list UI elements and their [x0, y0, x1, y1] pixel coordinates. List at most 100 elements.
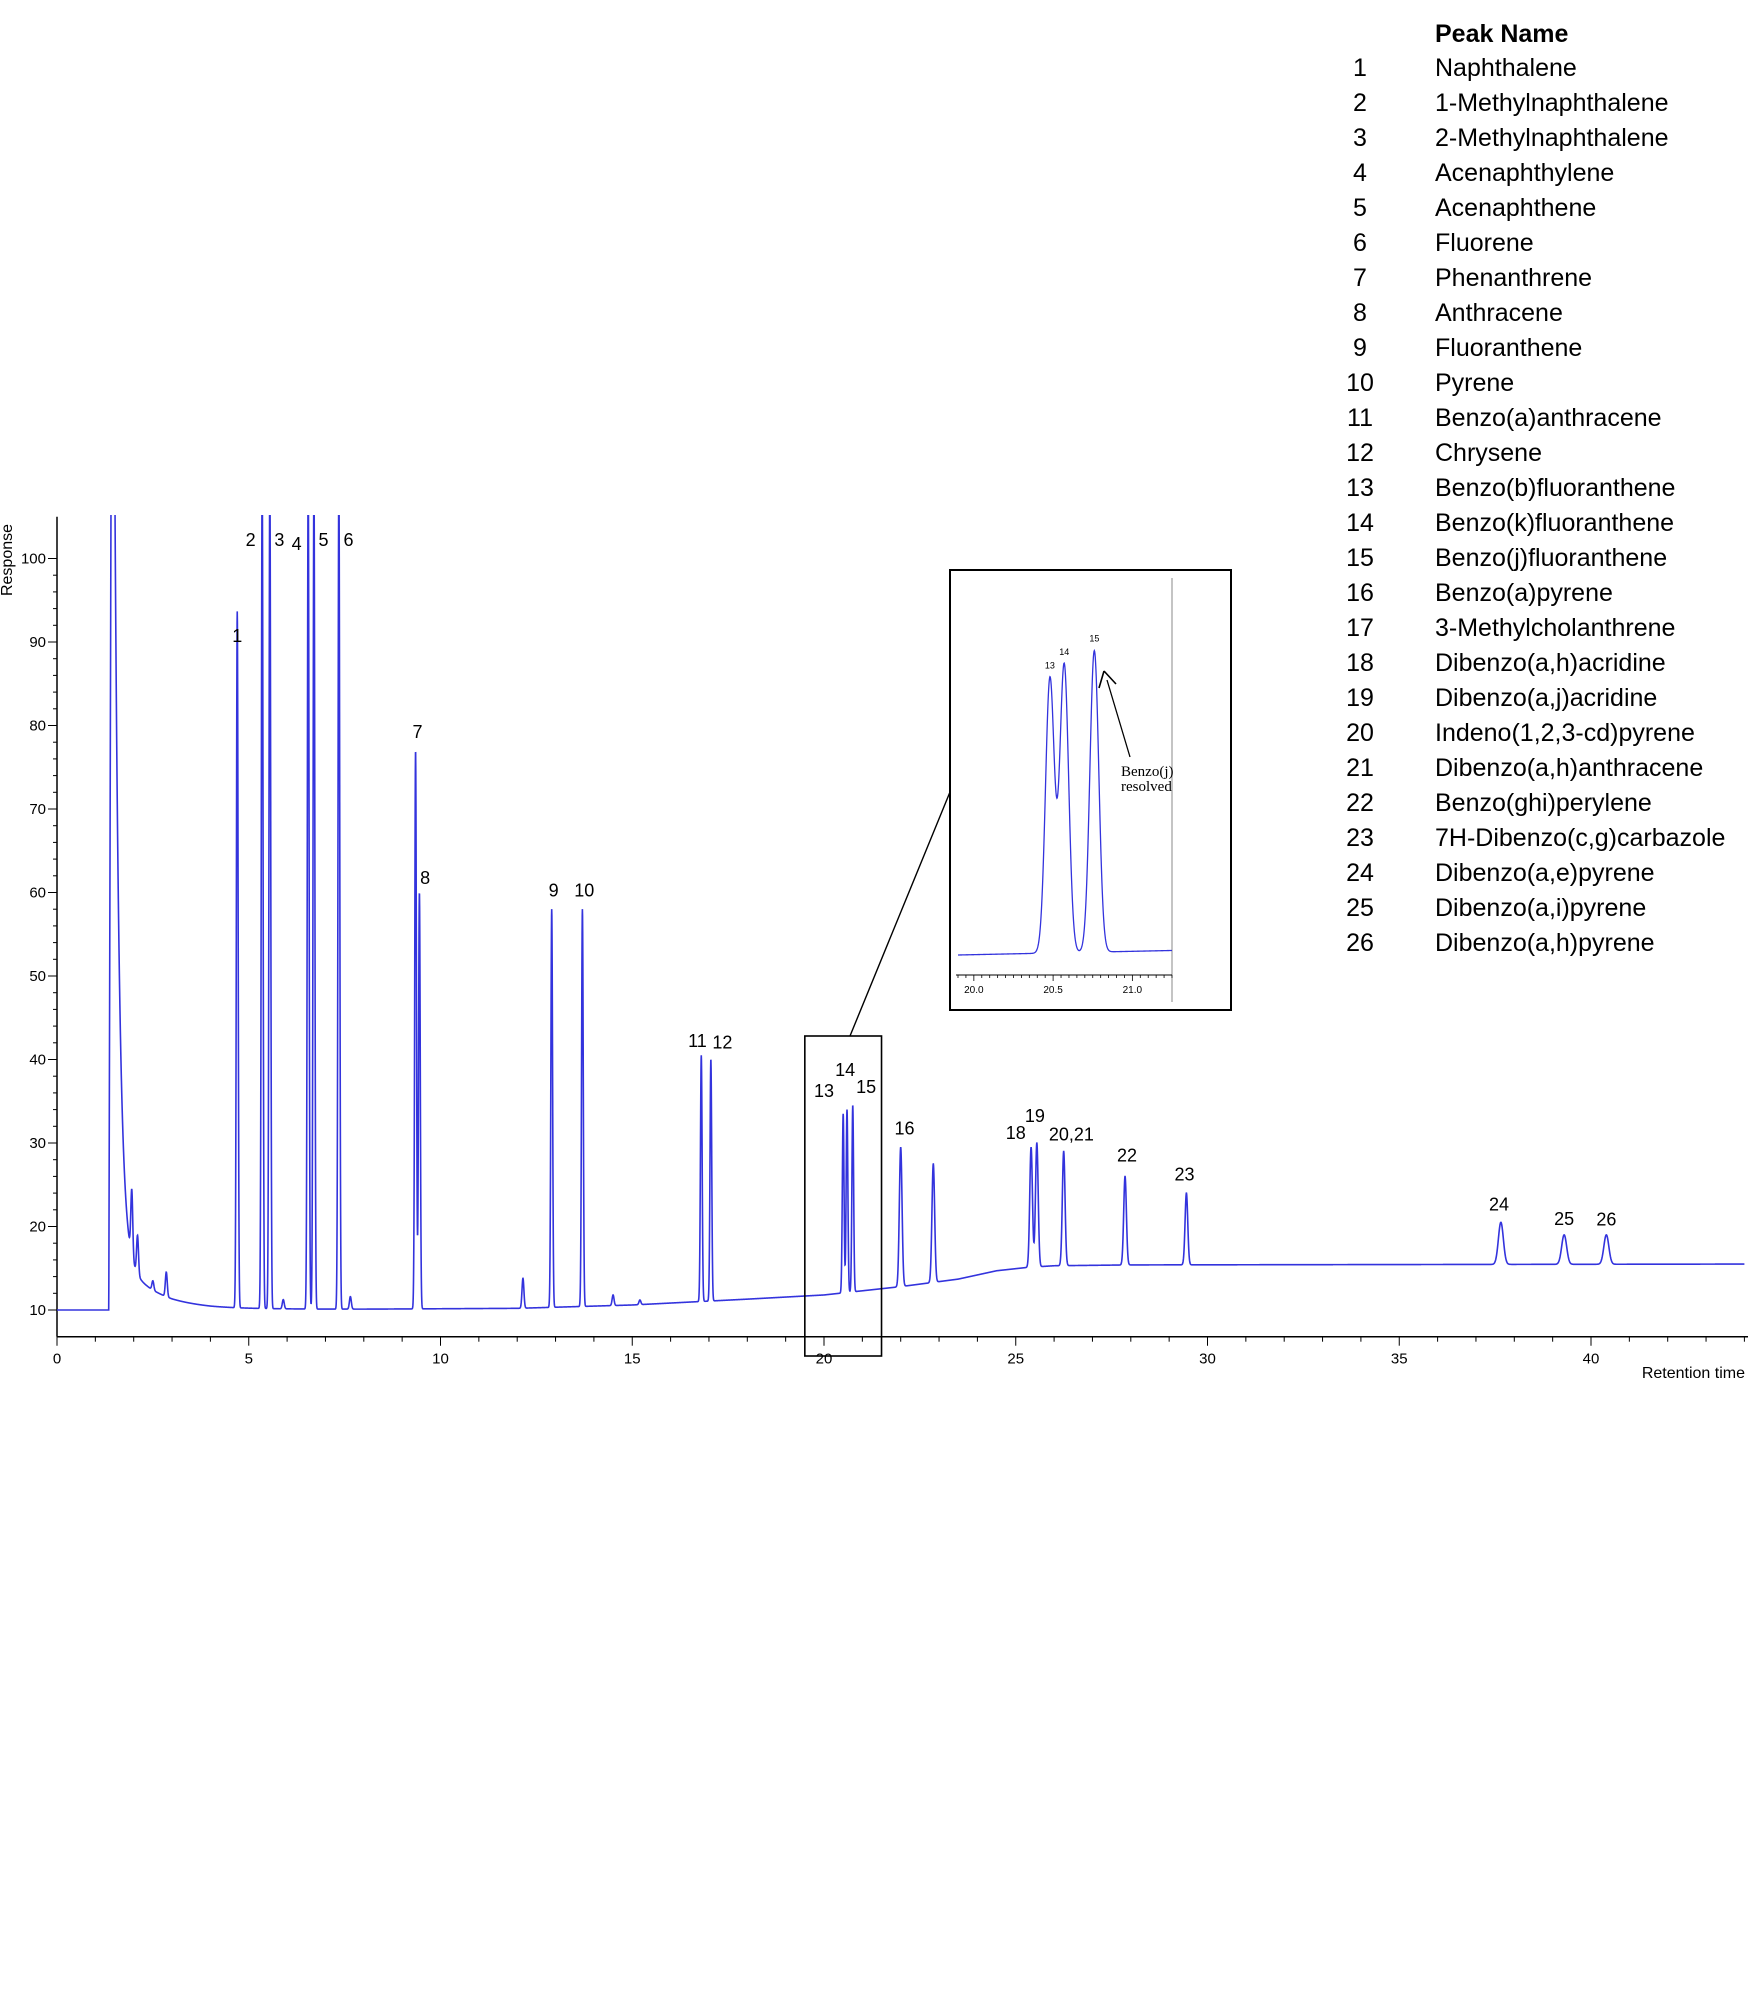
legend-row: 10 Pyrene: [1340, 369, 1740, 404]
legend-peak-name: Dibenzo(a,h)pyrene: [1435, 929, 1655, 957]
legend-row: 9 Fluoranthene: [1340, 334, 1740, 369]
peak-label-5: 5: [319, 530, 329, 550]
x-tick-label: 30: [1199, 1351, 1216, 1368]
legend-peak-number: 6: [1353, 229, 1367, 257]
y-tick-label: 40: [29, 1052, 46, 1069]
legend-peak-name: Benzo(j)fluoranthene: [1435, 544, 1668, 572]
legend-peak-number: 17: [1346, 614, 1374, 642]
legend-row: 21 Dibenzo(a,h)anthracene: [1340, 754, 1740, 789]
legend-row: 20 Indeno(1,2,3-cd)pyrene: [1340, 719, 1740, 754]
legend-row: 15 Benzo(j)fluoranthene: [1340, 544, 1740, 579]
peak-label-22: 22: [1117, 1145, 1137, 1165]
legend-peak-number: 1: [1353, 54, 1367, 82]
legend-peak-number: 9: [1353, 334, 1367, 362]
peak-label-24: 24: [1489, 1195, 1509, 1215]
legend-peak-number: 2: [1353, 89, 1367, 117]
legend-peak-number: 7: [1353, 264, 1367, 292]
y-tick-label: 60: [29, 885, 46, 902]
inset-tick-label: 20.0: [964, 985, 984, 996]
zoom-box: [804, 791, 951, 1357]
annotation-arrow-shaft: [1106, 679, 1131, 758]
legend-peak-number: 15: [1346, 544, 1374, 572]
inset-peak-label-14: 14: [1059, 647, 1069, 657]
legend-peak-number: 12: [1346, 439, 1374, 467]
legend-peak-name: Anthracene: [1435, 299, 1563, 327]
x-tick-label: 5: [245, 1351, 253, 1368]
legend-peak-name: Pyrene: [1435, 369, 1515, 397]
legend-peak-name: Indeno(1,2,3-cd)pyrene: [1435, 719, 1695, 747]
legend-peak-number: 23: [1346, 824, 1374, 852]
peak-label-19: 19: [1025, 1106, 1045, 1126]
annotation-text-line: Benzo(j): [1121, 764, 1173, 780]
y-tick-label: 80: [29, 718, 46, 735]
x-tick-label: 40: [1583, 1351, 1600, 1368]
legend-row: 18 Dibenzo(a,h)acridine: [1340, 649, 1740, 684]
legend-peak-name: 2-Methylnaphthalene: [1435, 124, 1669, 152]
peak-label-8: 8: [420, 868, 430, 888]
peak-label-18: 18: [1006, 1123, 1026, 1143]
legend-peak-name: Benzo(b)fluoranthene: [1435, 474, 1676, 502]
legend-header: Peak Name: [1435, 20, 1569, 48]
peak-label-6: 6: [343, 530, 353, 550]
y-tick-label: 20: [29, 1219, 46, 1236]
legend-row: 7 Phenanthrene: [1340, 264, 1740, 299]
legend-row: 1 Naphthalene: [1340, 54, 1740, 89]
legend-peak-name: Chrysene: [1435, 439, 1542, 467]
peak-label-20-21: 20,21: [1049, 1124, 1094, 1144]
peak-label-23: 23: [1174, 1165, 1194, 1185]
legend-row: 11 Benzo(a)anthracene: [1340, 404, 1740, 439]
legend-peak-number: 26: [1346, 929, 1374, 957]
x-axis-label: Retention time: [1642, 1365, 1745, 1382]
legend-row: 19 Dibenzo(a,j)acridine: [1340, 684, 1740, 719]
y-tick-label: 50: [29, 968, 46, 985]
legend-row: 24 Dibenzo(a,e)pyrene: [1340, 859, 1740, 894]
legend-peak-number: 22: [1346, 789, 1374, 817]
legend-peak-name: Acenaphthene: [1435, 194, 1597, 222]
peak-label-15: 15: [856, 1077, 876, 1097]
legend-row: 25 Dibenzo(a,i)pyrene: [1340, 894, 1740, 929]
peak-label-13: 13: [814, 1081, 834, 1101]
legend-row: 12 Chrysene: [1340, 439, 1740, 474]
y-tick-label: 70: [29, 801, 46, 818]
legend-row: 4 Acenaphthylene: [1340, 159, 1740, 194]
legend-row: 6 Fluorene: [1340, 229, 1740, 264]
legend-peak-name: Benzo(ghi)perylene: [1435, 789, 1652, 817]
y-tick-label: 90: [29, 634, 46, 651]
legend-peak-name: Fluorene: [1435, 229, 1534, 257]
x-tick-label: 35: [1391, 1351, 1408, 1368]
legend-peak-number: 16: [1346, 579, 1374, 607]
peak-label-9: 9: [549, 881, 559, 901]
zoom-rectangle: [804, 1035, 883, 1357]
inset-peak-label-13: 13: [1045, 660, 1055, 670]
legend-peak-number: 4: [1353, 159, 1367, 187]
legend-peak-name: 1-Methylnaphthalene: [1435, 89, 1669, 117]
y-axis-label: Response: [0, 524, 16, 596]
legend-peak-name: Dibenzo(a,j)acridine: [1435, 684, 1658, 712]
peak-label-14: 14: [835, 1060, 855, 1080]
inset-plot-area: [957, 648, 1172, 956]
peak-label-2: 2: [246, 530, 256, 550]
annotation-arrow-head: [1098, 670, 1117, 689]
peak-label-12: 12: [712, 1033, 732, 1053]
chromatogram-trace: [57, 515, 1745, 1311]
peak-label-3: 3: [274, 530, 284, 550]
legend-row: 14 Benzo(k)fluoranthene: [1340, 509, 1740, 544]
legend-row: 8 Anthracene: [1340, 299, 1740, 334]
inset-chart: 20.0 20.5 21.0 13 14 15 Benzo(j)resolved: [949, 569, 1232, 1011]
legend-row: 23 7H-Dibenzo(c,g)carbazole: [1340, 824, 1740, 859]
legend-peak-number: 14: [1346, 509, 1374, 537]
legend-peak-number: 25: [1346, 894, 1374, 922]
legend-peak-number: 5: [1353, 194, 1367, 222]
legend-peak-number: 10: [1346, 369, 1374, 397]
y-tick-label: 10: [29, 1302, 46, 1319]
peak-label-10: 10: [574, 881, 594, 901]
legend-peak-name: Fluoranthene: [1435, 334, 1583, 362]
inset-peak-label-15: 15: [1089, 634, 1099, 644]
inset-trace: [957, 648, 1172, 956]
legend-row: 22 Benzo(ghi)perylene: [1340, 789, 1740, 824]
legend-row: 16 Benzo(a)pyrene: [1340, 579, 1740, 614]
legend-peak-number: 21: [1346, 754, 1374, 782]
